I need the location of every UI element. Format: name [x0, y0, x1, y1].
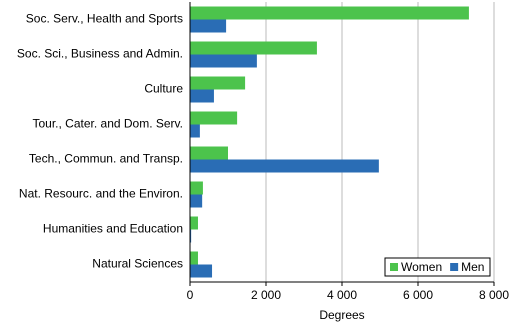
bar	[190, 146, 228, 160]
bar	[190, 76, 246, 90]
bar	[190, 251, 198, 265]
bar	[190, 264, 213, 278]
bar	[190, 229, 192, 243]
bar	[190, 41, 317, 55]
legend-box	[384, 257, 491, 277]
y-tick-label: Culture	[144, 82, 183, 96]
y-tick-label: Tech., Commun. and Transp.	[29, 152, 183, 166]
x-axis-label: Degrees	[319, 308, 364, 322]
x-tick-label: 8 000	[479, 288, 509, 302]
legend-label: Men	[461, 260, 484, 274]
y-tick-label: Soc. Sci., Business and Admin.	[17, 47, 183, 61]
bar	[190, 111, 238, 125]
bar	[190, 124, 200, 138]
bar	[190, 6, 469, 20]
legend-swatch	[450, 263, 459, 271]
bar	[190, 19, 227, 33]
x-tick-label: 2 000	[251, 288, 281, 302]
bar	[190, 159, 379, 173]
bar	[190, 89, 214, 103]
y-tick-label: Natural Sciences	[92, 257, 183, 271]
x-tick-label: 4 000	[327, 288, 357, 302]
bar	[190, 194, 203, 208]
bar	[190, 181, 203, 195]
x-tick-label: 6 000	[403, 288, 433, 302]
bar	[190, 54, 257, 68]
y-tick-label: Tour., Cater. and Dom. Serv.	[32, 117, 183, 131]
y-tick-label: Nat. Resourc. and the Environ.	[19, 187, 183, 201]
x-tick-label: 0	[187, 288, 194, 302]
legend-swatch	[390, 263, 398, 271]
y-tick-label: Humanities and Education	[43, 222, 183, 236]
bar	[190, 216, 198, 230]
legend-label: Women	[401, 260, 442, 274]
y-tick-label: Soc. Serv., Health and Sports	[26, 12, 183, 26]
